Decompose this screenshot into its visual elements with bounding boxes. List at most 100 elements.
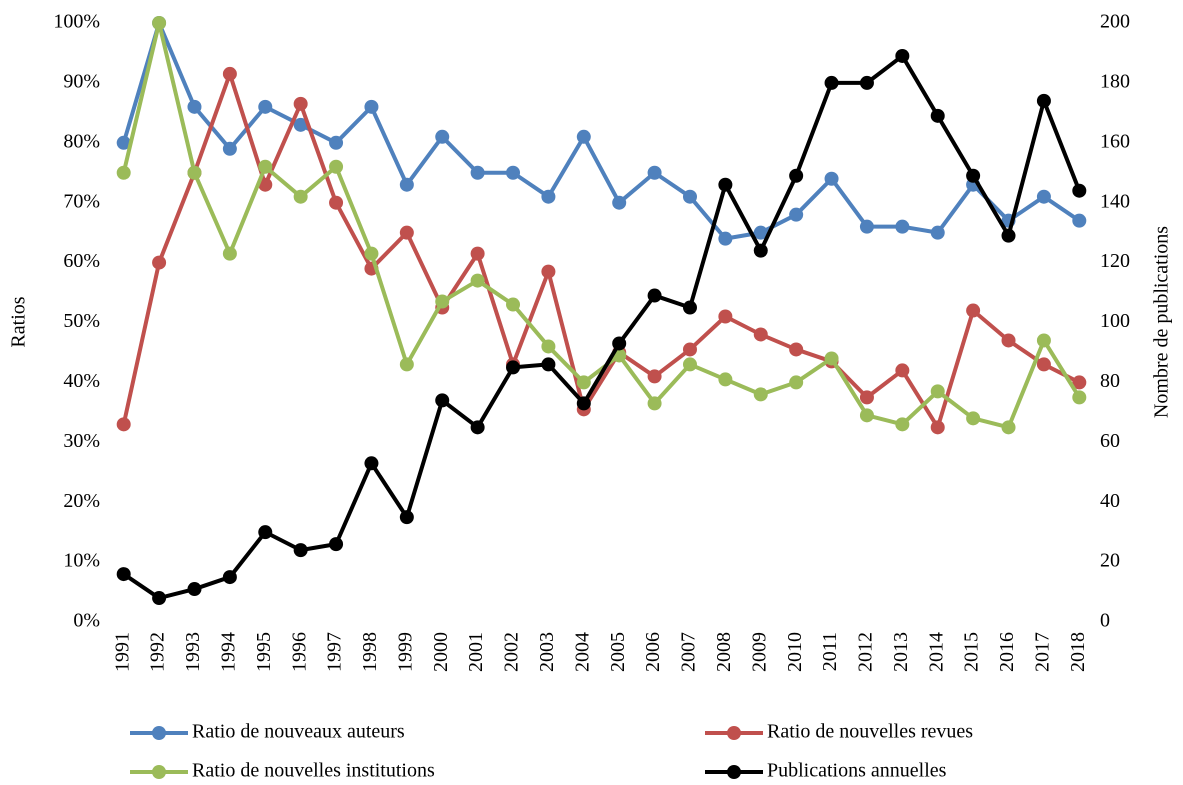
data-point [647,288,662,303]
data-point [329,159,344,174]
legend-marker [727,726,741,740]
data-point [258,525,273,540]
data-point [329,135,344,150]
y2-tick-label: 180 [1100,70,1130,92]
data-point [541,357,556,372]
data-point [152,255,167,270]
data-point [258,159,273,174]
data-point [116,567,131,582]
y2-tick-label: 40 [1100,490,1120,512]
data-point [470,165,485,180]
x-tick-label: 2013 [890,632,912,672]
legend-marker [152,765,166,779]
x-tick-label: 2006 [642,632,664,672]
data-point [612,195,627,210]
y-tick-label: 0% [73,610,100,632]
data-point [789,207,804,222]
data-point [824,75,839,90]
y2-tick-label: 200 [1100,11,1130,33]
x-tick-label: 2008 [713,632,735,672]
x-tick-label: 2017 [1032,632,1054,672]
data-point [859,219,874,234]
x-tick-label: 1994 [217,632,239,672]
legend-label: Ratio de nouvelles institutions [192,760,435,782]
x-tick-label: 2002 [501,632,523,672]
x-tick-label: 1995 [253,632,275,672]
data-point [329,537,344,552]
x-tick-label: 1992 [147,632,169,672]
data-point [116,135,131,150]
x-tick-label: 2007 [678,632,700,672]
legend-label: Ratio de nouvelles revues [767,721,973,743]
data-point [682,357,697,372]
data-point [364,246,379,261]
data-point [329,195,344,210]
data-point [753,387,768,402]
data-point [1001,333,1016,348]
data-point [753,225,768,240]
data-point [895,417,910,432]
data-point [293,189,308,204]
series-line [121,21,1081,241]
data-point [187,165,202,180]
x-tick-label: 2001 [465,632,487,672]
x-tick-label: 2012 [855,632,877,672]
x-tick-label: 1999 [394,632,416,672]
data-point [258,177,273,192]
data-point [152,16,167,30]
data-point [966,411,981,426]
y2-tick-label: 20 [1100,550,1120,572]
series-line [122,53,1082,601]
y-tick-label: 50% [63,310,100,332]
data-point [435,393,450,408]
data-point [222,246,237,261]
data-point [647,396,662,411]
data-point [859,390,874,405]
data-point [859,75,874,90]
data-point [576,396,591,411]
data-point [612,336,627,351]
data-point [930,384,945,399]
data-point [506,360,521,375]
data-point [1072,375,1087,390]
data-point [1001,228,1016,243]
legend-label: Ratio de nouveaux auteurs [192,721,405,743]
data-point [399,357,414,372]
data-point [364,99,379,114]
y-tick-label: 10% [63,550,100,572]
x-tick-label: 2016 [996,632,1018,672]
data-point [116,165,131,180]
x-tick-label: 2014 [925,632,947,672]
data-point [258,99,273,114]
y2-axis-title: Nombre de publications [1151,226,1173,418]
y2-tick-label: 100 [1100,310,1130,332]
data-point [930,420,945,435]
data-point [222,570,237,585]
data-point [293,96,308,111]
y-tick-label: 70% [63,190,100,212]
x-tick-label: 1991 [111,632,133,672]
data-point [435,129,450,144]
x-tick-label: 1998 [359,632,381,672]
data-point [789,168,804,183]
data-point [1072,183,1087,198]
data-point [470,246,485,261]
x-tick-label: 2003 [536,632,558,672]
data-point [895,363,910,378]
legend-label: Publications annuelles [767,760,947,782]
y-axis-title: Ratios [8,296,30,347]
y-tick-label: 80% [63,130,100,152]
data-point [541,264,556,279]
y-tick-label: 90% [63,70,100,92]
x-tick-label: 2011 [819,632,841,671]
data-point [1036,93,1051,108]
y-tick-label: 40% [63,370,100,392]
data-point [753,243,768,258]
data-point [718,177,733,192]
x-tick-label: 2009 [748,632,770,672]
data-point [859,408,874,423]
data-point [293,117,308,132]
data-point [718,231,733,246]
data-point [435,294,450,309]
x-tick-label: 2004 [571,632,593,672]
